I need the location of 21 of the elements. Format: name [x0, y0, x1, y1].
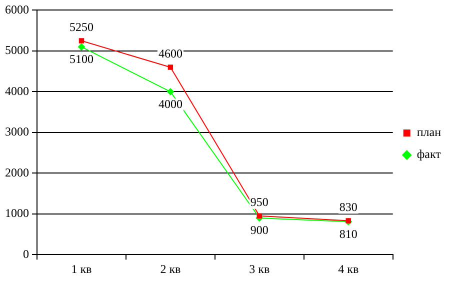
y-tick-label: 3000: [5, 124, 29, 139]
y-tick-label: 1000: [5, 206, 29, 220]
y-tick-label: 2000: [5, 165, 29, 180]
data-label: 5100: [69, 52, 94, 66]
data-label: 5250: [69, 20, 94, 34]
legend-label: факт: [416, 147, 442, 162]
data-label: 4600: [158, 46, 182, 60]
data-label: 4000: [158, 96, 182, 111]
x-tick-label: 2 кв: [160, 262, 182, 276]
data-label: 950: [250, 195, 268, 210]
x-tick-label: 1 кв: [71, 262, 92, 276]
y-tick-label: 5000: [5, 43, 29, 58]
y-tick-label: 4000: [5, 84, 29, 98]
data-label: 900: [250, 223, 268, 238]
x-tick-label: 3 кв: [249, 262, 270, 276]
y-tick-label: 6000: [5, 2, 29, 16]
y-tick-label: 0: [23, 246, 29, 261]
data-label: 830: [339, 200, 358, 214]
legend-label: план: [416, 125, 442, 140]
data-label: 810: [339, 226, 358, 241]
x-tick-label: 4 кв: [338, 262, 359, 276]
